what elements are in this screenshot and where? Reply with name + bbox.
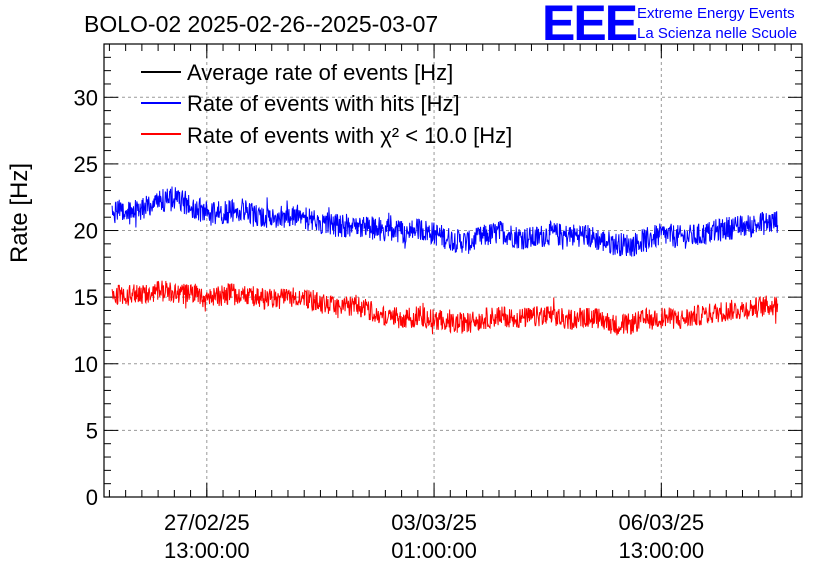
plot-frame	[103, 43, 803, 498]
chart-title: BOLO-02 2025-02-26--2025-03-07	[84, 11, 438, 37]
axis-ticks	[104, 43, 802, 498]
y-tick-label: 0	[86, 485, 98, 510]
x-tick-label-date: 03/03/25	[391, 510, 477, 535]
y-tick-labels: 0 5 10 15 20 25 30	[74, 85, 98, 510]
logo-line1: Extreme Energy Events	[637, 5, 795, 22]
y-tick-label: 15	[74, 285, 98, 310]
grid	[104, 44, 802, 497]
legend-label-chi2: Rate of events with χ² < 10.0 [Hz]	[187, 123, 512, 148]
x-tick-labels: 27/02/25 13:00:00 03/03/25 01:00:00 06/03/25…	[164, 510, 704, 563]
series-line-1	[111, 186, 779, 257]
legend: Average rate of events [Hz] Rate of even…	[141, 60, 512, 148]
x-tick-label-time: 01:00:00	[391, 538, 477, 563]
y-tick-label: 10	[74, 352, 98, 377]
legend-label-hits: Rate of events with hits [Hz]	[187, 91, 460, 116]
y-tick-label: 25	[74, 152, 98, 177]
y-tick-label: 30	[74, 85, 98, 110]
x-tick-label-time: 13:00:00	[164, 538, 250, 563]
eee-logo: EEE Extreme Energy Events La Scienza nel…	[542, 0, 797, 51]
series-line-2	[111, 280, 779, 336]
y-tick-label: 20	[74, 219, 98, 244]
x-tick-label-time: 13:00:00	[618, 538, 704, 563]
legend-label-average: Average rate of events [Hz]	[187, 60, 453, 85]
x-tick-label-date: 06/03/25	[618, 510, 704, 535]
series-lines	[111, 186, 779, 336]
y-axis-label: Rate [Hz]	[6, 163, 33, 263]
logo-mark: EEE	[542, 0, 637, 51]
logo-line2: La Scienza nelle Scuole	[637, 25, 797, 42]
y-tick-label: 5	[86, 418, 98, 443]
x-tick-label-date: 27/02/25	[164, 510, 250, 535]
